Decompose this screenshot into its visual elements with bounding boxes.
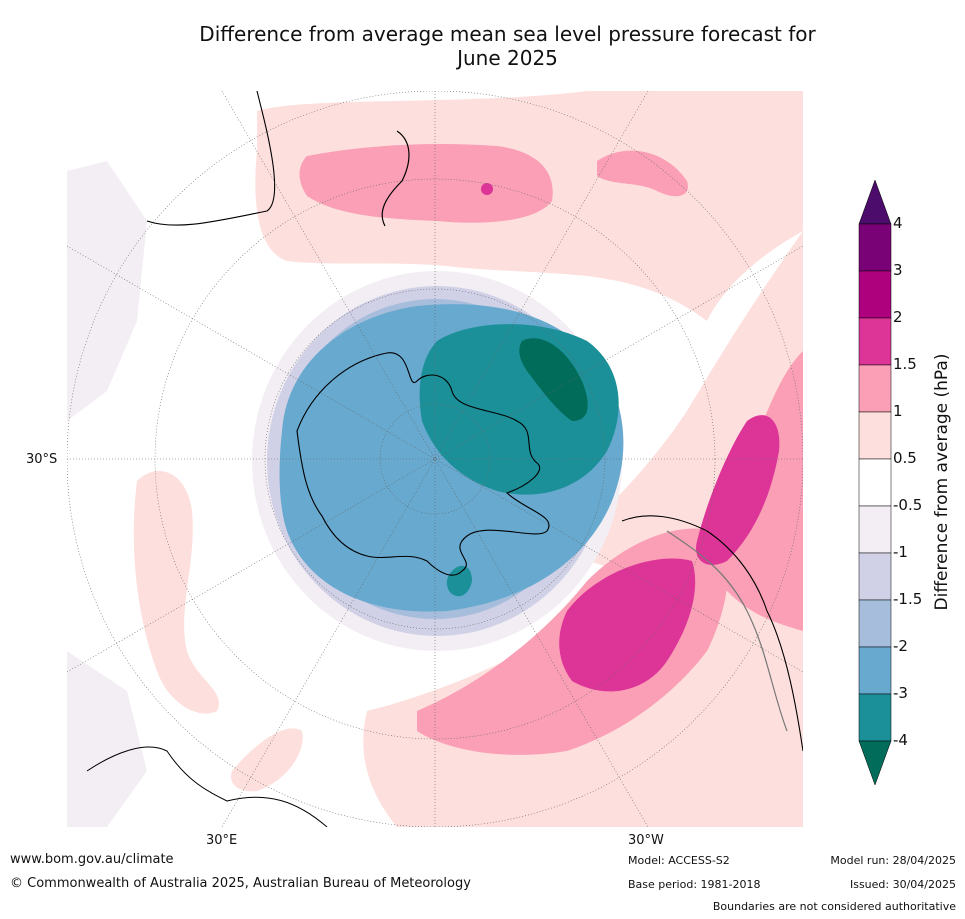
colorbar-title: Difference from average (hPa) — [932, 353, 952, 611]
colorbar-tick-label: -2 — [893, 637, 908, 655]
colorbar-tick-label: 1 — [893, 402, 903, 420]
anomaly-region-pink-northeast — [597, 150, 688, 197]
title-line-1: Difference from average mean sea level p… — [199, 22, 816, 46]
colorbar-segment — [858, 411, 892, 460]
anomaly-region-pink-north — [299, 144, 553, 223]
colorbar — [858, 180, 892, 786]
anomaly-region-magenta-south — [559, 558, 696, 692]
south-america-border — [666, 530, 788, 732]
colorbar-segment — [858, 646, 892, 695]
map-title: Difference from average mean sea level p… — [100, 22, 915, 70]
lon-label-30e: 30°E — [206, 833, 238, 848]
colorbar-top-arrow — [858, 180, 892, 225]
colorbar-segment — [858, 223, 892, 272]
colorbar-segment — [858, 317, 892, 366]
footer-disclaimer: Boundaries are not considered authoritat… — [712, 900, 956, 913]
lat-label-30s: 30°S — [26, 452, 58, 467]
colorbar-tick-label: 2 — [893, 308, 903, 326]
anomaly-region-darkteal — [519, 338, 588, 421]
colorbar-segment — [858, 552, 892, 601]
new-zealand-coastline — [381, 130, 410, 227]
anomaly-region-teal-small — [446, 565, 472, 597]
lon-label-30w: 30°W — [628, 833, 664, 848]
colorbar-tick-label: -4 — [893, 731, 908, 749]
colorbar-tick-label: -1 — [893, 543, 908, 561]
title-line-2: June 2025 — [457, 46, 558, 70]
anomaly-region-lavender-sw — [67, 651, 147, 827]
footer-website[interactable]: www.bom.gov.au/climate — [10, 852, 174, 867]
anomaly-region-pale-sw-blob — [231, 728, 303, 792]
pressure-anomaly-map — [67, 91, 803, 827]
colorbar-tick-label: -1.5 — [893, 590, 923, 608]
footer-base-period: Base period: 1981-2018 — [628, 878, 761, 891]
anomaly-region-pale-sw-strip — [133, 471, 220, 714]
colorbar-segment — [858, 364, 892, 413]
footer-copyright: © Commonwealth of Australia 2025, Austra… — [10, 876, 471, 891]
colorbar-segment — [858, 693, 892, 742]
footer-issued: Issued: 30/04/2025 — [849, 878, 956, 891]
colorbar-tick-label: 1.5 — [893, 355, 917, 373]
colorbar-segment — [858, 458, 892, 507]
colorbar-segment — [858, 599, 892, 648]
colorbar-tick-label: 0.5 — [893, 449, 917, 467]
anomaly-region-lavender-west — [67, 161, 147, 421]
anomaly-region-magenta-east — [696, 415, 780, 565]
antarctica-coastline — [296, 352, 550, 576]
colorbar-segment — [858, 270, 892, 319]
colorbar-segment — [858, 505, 892, 554]
colorbar-tick-label: -0.5 — [893, 496, 923, 514]
colorbar-tick-label: 3 — [893, 261, 903, 279]
footer-model-run: Model run: 28/04/2025 — [830, 854, 956, 867]
colorbar-tick-label: 4 — [893, 214, 903, 232]
australia-coastline — [146, 91, 276, 226]
colorbar-tick-label: -3 — [893, 684, 908, 702]
colorbar-bottom-arrow — [858, 740, 892, 786]
anomaly-region-magenta-small — [481, 183, 493, 195]
footer-model: Model: ACCESS-S2 — [628, 854, 730, 867]
south-america-coastline — [621, 515, 803, 752]
graticule — [67, 91, 803, 827]
africa-coastline — [86, 746, 328, 827]
